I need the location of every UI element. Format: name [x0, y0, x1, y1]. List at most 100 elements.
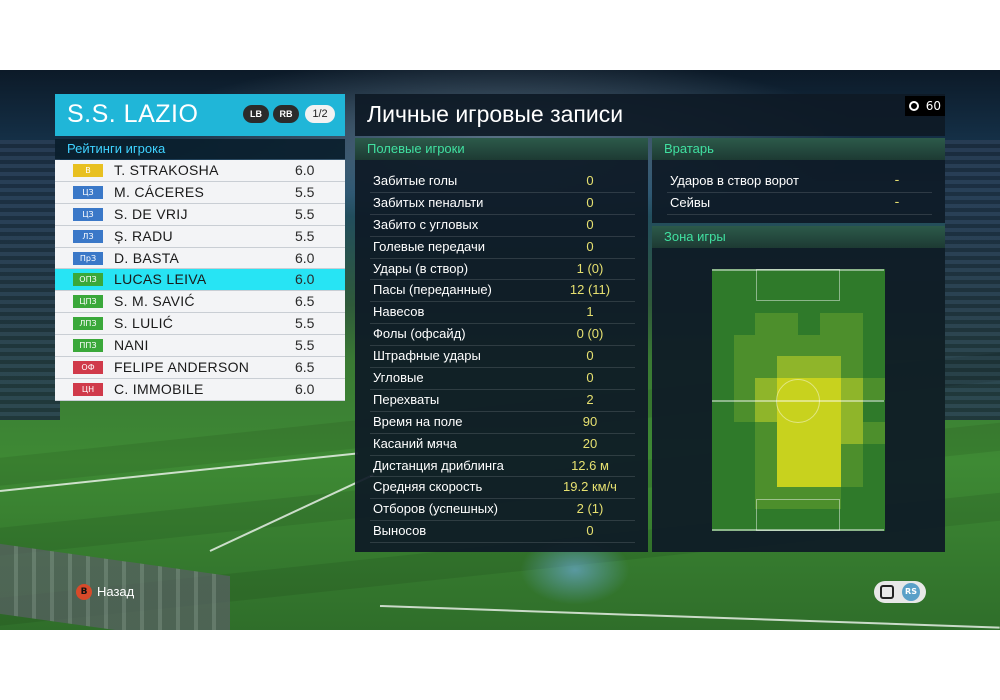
heatmap-cell [798, 443, 820, 466]
heatmap-cell [862, 290, 885, 314]
heatmap-cell [755, 290, 777, 314]
stat-row: Удары (в створ) 1 (0) [370, 259, 635, 281]
stat-label: Средняя скорость [373, 479, 483, 495]
play-zone-panel: Зона игры [652, 226, 945, 552]
player-row[interactable]: ОФ FELIPE ANDERSON 6.5 [55, 357, 345, 379]
pitch-marking [756, 499, 840, 531]
heatmap-cell [755, 400, 777, 423]
player-row[interactable]: ЦЗ M. CÁCERES 5.5 [55, 181, 345, 204]
goalkeeper-title: Вратарь [652, 138, 945, 160]
heatmap-cell [712, 400, 734, 423]
clock-icon [909, 101, 919, 111]
heatmap-cell [755, 487, 777, 510]
match-timer: 60 [905, 96, 945, 116]
player-row[interactable]: ЦН C. IMMOBILE 6.0 [55, 378, 345, 401]
stat-row: Забитые голы 0 [370, 171, 635, 193]
stat-label: Фолы (офсайд) [373, 326, 466, 342]
player-rating: 6.0 [295, 249, 315, 266]
stat-value: 20 [582, 435, 598, 451]
heatmap-cell [798, 269, 820, 292]
play-zone-title: Зона игры [652, 226, 945, 248]
stat-value: 0 [586, 194, 594, 210]
position-badge: ЦЗ [73, 185, 103, 199]
stat-value: 2 (1) [576, 501, 604, 517]
heatmap-cell [776, 334, 799, 357]
stat-label: Забитых пенальти [373, 194, 484, 210]
player-name: Ș. RADU [114, 227, 173, 244]
heatmap-cell [733, 269, 756, 292]
team-name: S.S. LAZIO [67, 100, 199, 128]
heatmap-cell [776, 465, 799, 488]
stat-value: 2 [586, 391, 594, 407]
stat-row: Забито с угловых 0 [370, 215, 635, 237]
stat-value: 0 [586, 523, 594, 539]
heatmap-cell [798, 465, 820, 488]
play-zone-heatmap [712, 269, 885, 532]
player-row[interactable]: ПрЗ D. BASTA 6.0 [55, 247, 345, 270]
heatmap-cell [819, 465, 842, 488]
heatmap-cell [819, 290, 842, 314]
stat-label: Касаний мяча [373, 435, 457, 451]
player-row[interactable]: ППЗ NANI 5.5 [55, 335, 345, 358]
heatmap-cell [841, 269, 863, 292]
heatmap-cell [841, 312, 863, 335]
position-badge: ОФ [73, 361, 103, 375]
player-rating: 6.5 [295, 293, 315, 310]
player-row[interactable]: ЦПЗ S. M. SAVIĆ 6.5 [55, 291, 345, 314]
heatmap-cell [798, 487, 820, 510]
heatmap-cell [841, 443, 863, 466]
heatmap-cell [755, 269, 777, 292]
field-stats-table: Забитые голы 0 Забитых пенальти 0 Забито с у… [370, 171, 635, 544]
heatmap-cell [841, 290, 863, 314]
lb-button[interactable]: LB [243, 105, 269, 123]
back-button[interactable]: Назад [97, 584, 135, 599]
team-header: S.S. LAZIO LB RB 1/2 [55, 94, 345, 136]
right-stand [945, 140, 1000, 420]
timer-value: 60 [925, 99, 941, 113]
stat-label: Забито с угловых [373, 216, 479, 232]
heatmap-cell [862, 509, 885, 532]
player-rating: 6.0 [295, 271, 315, 288]
heatmap-cell [733, 509, 756, 532]
stat-row: Пасы (переданные) 12 (11) [370, 280, 635, 303]
heatmap-cell [733, 487, 756, 510]
heatmap-cell [841, 356, 863, 379]
heatmap-cell [733, 356, 756, 379]
heatmap-cell [862, 400, 885, 423]
heatmap-cell [798, 334, 820, 357]
heatmap-cell [798, 421, 820, 445]
heatmap-cell [862, 356, 885, 379]
goalkeeper-stats-panel: Вратарь Ударов в створ ворот - Сейвы - [652, 138, 945, 223]
player-name: M. CÁCERES [114, 183, 205, 200]
position-badge: ПрЗ [73, 251, 103, 265]
heatmap-cell [841, 378, 863, 401]
player-name: S. DE VRIJ [114, 205, 188, 222]
field-players-title: Полевые игроки [355, 138, 648, 160]
position-badge: ППЗ [73, 339, 103, 353]
stat-row: Навесов 1 [370, 302, 635, 325]
stat-label: Дистанция дриблинга [373, 457, 504, 473]
player-rating: 6.0 [295, 162, 315, 178]
player-row[interactable]: ОПЗ LUCAS LEIVA 6.0 [55, 269, 345, 292]
heatmap-cell [862, 378, 885, 401]
stat-value: 90 [582, 413, 598, 429]
player-row[interactable]: ЛПЗ S. LULIĆ 5.5 [55, 313, 345, 336]
player-row[interactable]: ЦЗ S. DE VRIJ 5.5 [55, 203, 345, 226]
heatmap-cell [862, 421, 885, 445]
chat-rs-button[interactable]: RS [874, 581, 926, 603]
stat-row: Ударов в створ ворот - [667, 171, 932, 193]
heatmap-cell [862, 269, 885, 292]
heatmap-cell [819, 487, 842, 510]
rb-button[interactable]: RB [273, 105, 299, 123]
heatmap-cell [733, 400, 756, 423]
heatmap-cell [733, 312, 756, 335]
stat-value: - [894, 194, 900, 210]
b-button-icon[interactable]: B [76, 584, 92, 600]
stat-row: Выносов 0 [370, 521, 635, 544]
stat-row: Штрафные удары 0 [370, 346, 635, 369]
player-name: C. IMMOBILE [114, 380, 204, 397]
player-row[interactable]: ЛЗ Ș. RADU 5.5 [55, 225, 345, 248]
heatmap-cell [712, 290, 734, 314]
player-row[interactable]: В T. STRAKOSHA 6.0 [55, 160, 345, 182]
stat-row: Сейвы - [667, 193, 932, 215]
